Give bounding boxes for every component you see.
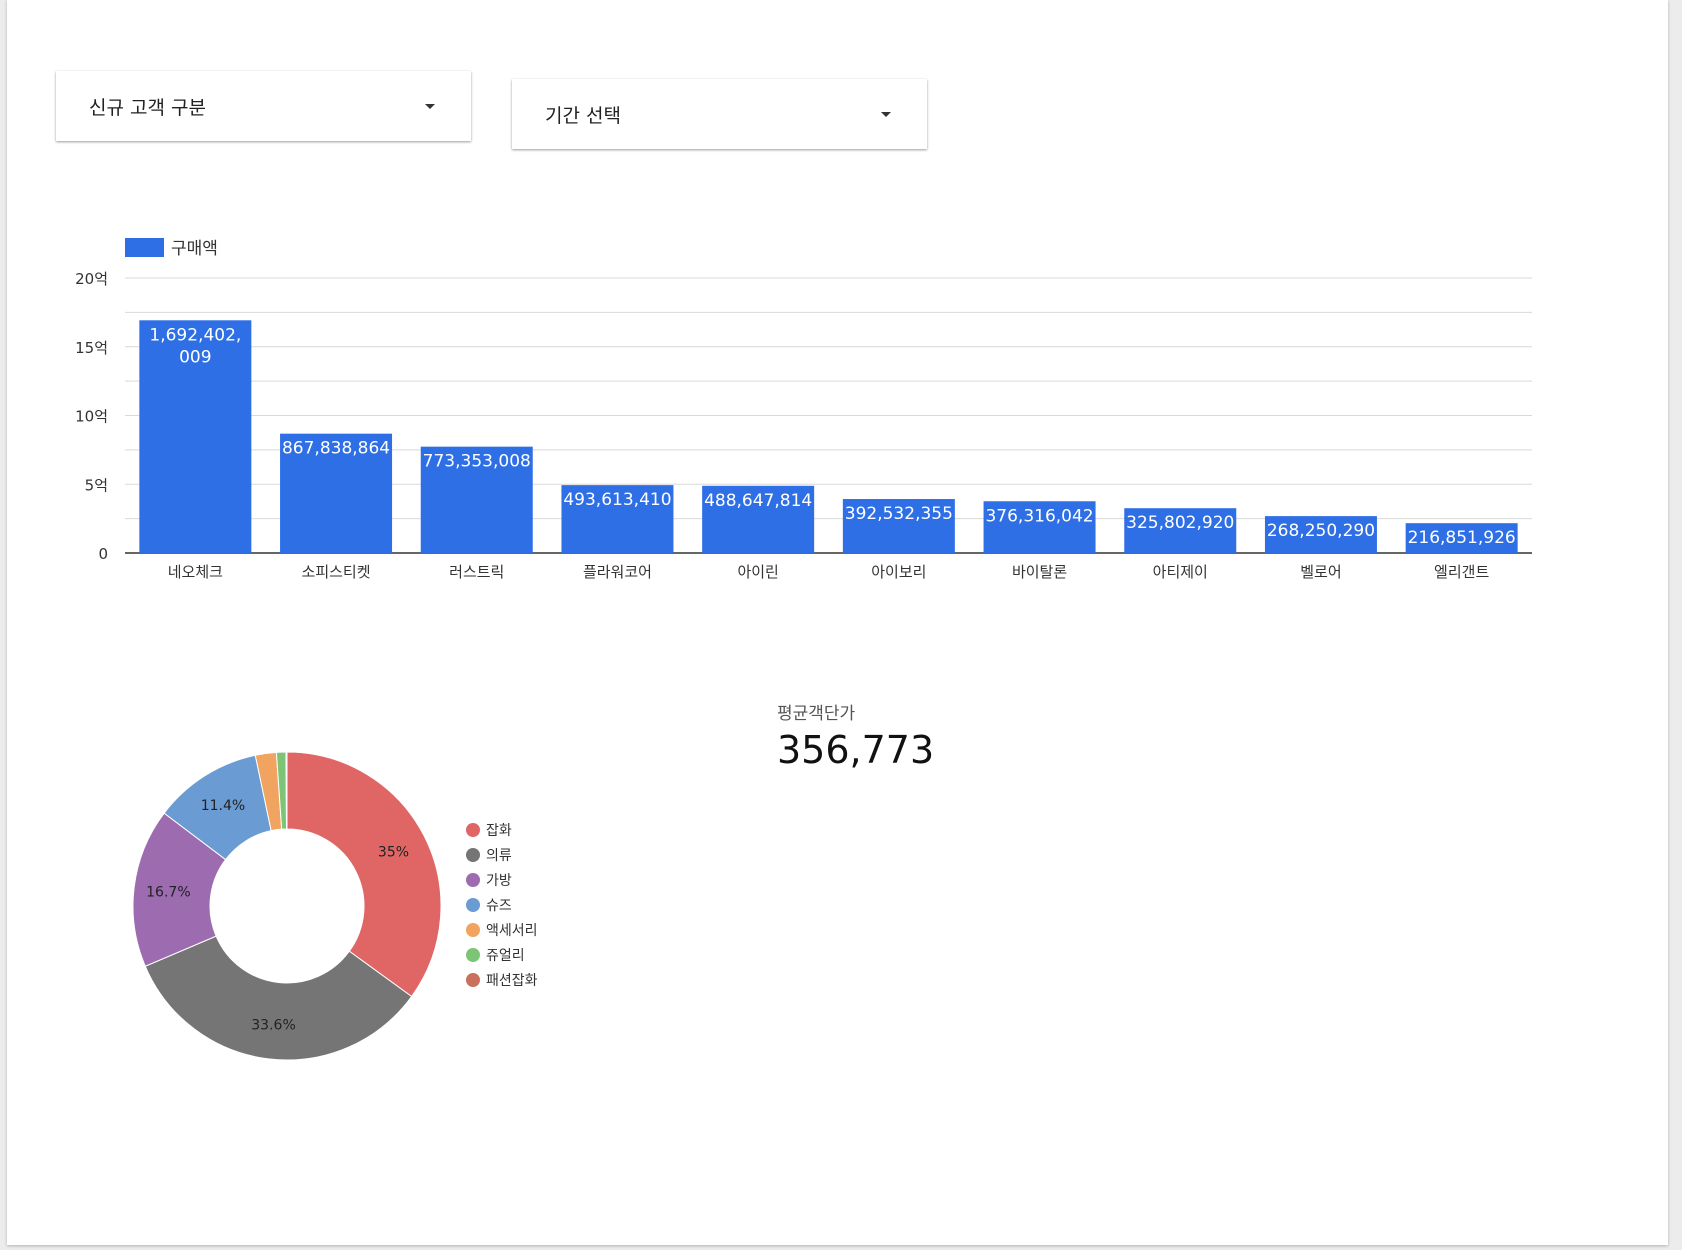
bar[interactable]	[1124, 508, 1237, 553]
scorecard-label: 평균객단가	[777, 704, 856, 724]
avg-order-value-scorecard: 평균객단가 356,773	[777, 699, 934, 772]
bar[interactable]	[1264, 516, 1377, 553]
x-tick-label: 바이탈론	[1012, 563, 1067, 581]
customer-type-dropdown[interactable]: 신규 고객 구분	[56, 71, 471, 141]
x-tick-label: 플라워코어	[583, 563, 652, 581]
y-tick-label: 0	[98, 545, 108, 563]
bar-value-label: 773,353,008	[423, 452, 531, 472]
x-tick-label: 아이린	[737, 563, 778, 581]
bar-value-label: 392,532,355	[845, 504, 953, 524]
x-tick-label: 네오체크	[168, 563, 223, 581]
bar[interactable]	[420, 446, 533, 553]
bar-value-label: 325,802,920	[1126, 513, 1234, 533]
y-tick-label: 20억	[75, 270, 108, 288]
chevron-down-icon	[881, 111, 891, 117]
chevron-down-icon	[425, 103, 435, 109]
x-tick-label: 소피스티켓	[302, 563, 371, 581]
bar[interactable]	[561, 485, 674, 553]
period-dropdown[interactable]: 기간 선택	[512, 79, 927, 149]
donut-slice[interactable]	[144, 935, 413, 1061]
bar-legend: 구매액	[125, 238, 218, 259]
bar[interactable]	[702, 485, 815, 553]
bar-value-label: 488,647,814	[704, 491, 812, 511]
legend-swatch	[125, 238, 164, 257]
x-tick-label: 아티제이	[1153, 563, 1208, 581]
scorecard-value: 356,773	[777, 728, 935, 772]
x-tick-label: 엘리갠트	[1434, 563, 1489, 581]
y-tick-label: 5억	[85, 476, 108, 494]
bar-value-label: 1,692,402,	[149, 325, 241, 345]
bar-value-label: 867,838,864	[282, 439, 390, 459]
y-tick-label: 10억	[75, 408, 108, 426]
bar[interactable]	[139, 320, 252, 553]
bar-value-label: 268,250,290	[1267, 521, 1375, 541]
y-tick-label: 15억	[75, 339, 108, 357]
period-label: 기간 선택	[545, 104, 621, 127]
donut-slice[interactable]	[286, 751, 442, 998]
bar-value-label: 216,851,926	[1408, 528, 1516, 548]
purchase-bar-chart: 구매액 0 5억 10억 15억 20억 1,692,402,009 네오체크 867,838,…	[75, 238, 1532, 581]
bar-value-label: 376,316,042	[985, 506, 1093, 526]
customer-type-label: 신규 고객 구분	[89, 96, 206, 119]
donut-slice[interactable]	[285, 751, 288, 830]
bar-value-label: 493,613,410	[563, 490, 671, 510]
x-tick-label: 아이보리	[871, 563, 926, 581]
legend-label: 구매액	[171, 239, 218, 259]
x-tick-label: 러스트릭	[449, 563, 504, 581]
bar[interactable]	[842, 499, 955, 553]
bar[interactable]	[983, 501, 1096, 553]
bar[interactable]	[1405, 523, 1518, 553]
bar-value-label: 009	[179, 347, 211, 367]
bar[interactable]	[280, 433, 393, 553]
x-tick-label: 벨로어	[1300, 563, 1341, 581]
